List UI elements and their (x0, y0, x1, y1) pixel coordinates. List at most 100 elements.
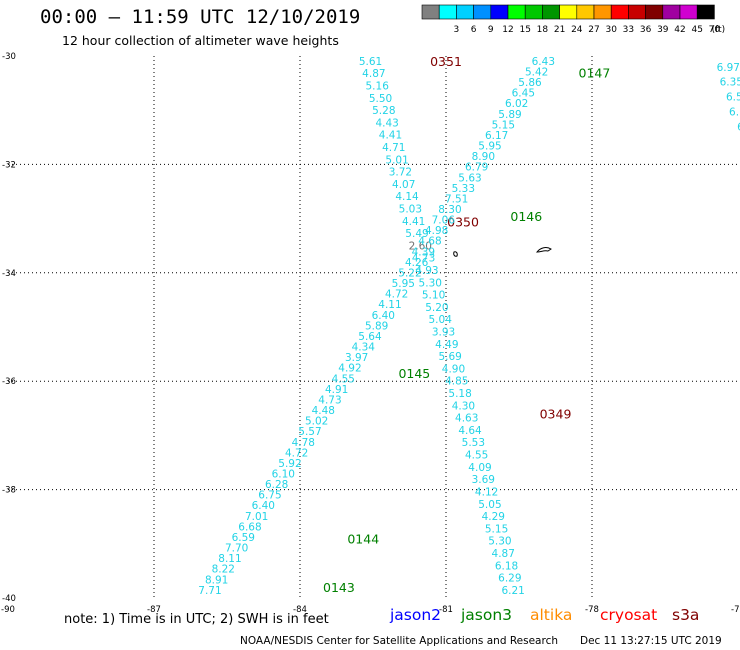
wave-height-value: 6.10 (272, 468, 295, 480)
wave-height-value: 5.63 (458, 172, 481, 184)
wave-height-value: 7.51 (445, 193, 468, 205)
wave-height-value: 4.26 (405, 257, 429, 269)
pass-label: 0146 (510, 209, 542, 224)
wave-height-value: 4.43 (375, 117, 398, 129)
wave-height-value: 6 (737, 121, 740, 133)
wave-height-value: 5.05 (478, 499, 501, 511)
wave-height-value: 4.14 (395, 191, 419, 203)
wave-height-value: 4.90 (442, 363, 465, 375)
island-outline (453, 251, 458, 257)
wave-height-value: 3.97 (345, 352, 368, 364)
wave-height-value: 6.02 (505, 98, 528, 110)
colorbar-tick-label: 12 (502, 25, 513, 35)
lon-tick-label: -84 (293, 605, 307, 615)
pass-label: 0143 (323, 580, 355, 595)
wave-height-value: 4.29 (482, 511, 505, 523)
wave-height-value: 4.85 (445, 376, 468, 388)
colorbar-tick-label: 18 (537, 25, 549, 35)
wave-height-value: 3.93 (432, 327, 455, 339)
lon-tick-label: -75 (731, 605, 740, 615)
wave-height-value: 5.20 (425, 302, 448, 314)
wave-height-value: 5.15 (485, 523, 508, 535)
wave-height-value: 4.72 (285, 447, 308, 459)
wave-height-value: 4.71 (382, 142, 405, 154)
wave-height-value: 6.28 (265, 479, 288, 491)
pass-label: 0147 (579, 65, 611, 80)
wave-height-value: 5.30 (488, 536, 511, 548)
wave-height-value: 4.73 (412, 253, 435, 265)
lon-tick-label: -78 (585, 605, 599, 615)
wave-height-value: 6.68 (238, 521, 261, 533)
wave-height-value: 5.15 (492, 119, 515, 131)
pass-label: 0349 (540, 407, 572, 422)
colorbar-tick-label: 39 (657, 25, 669, 35)
wave-height-value: 4.93 (415, 265, 438, 277)
colorbar-tick-label: 27 (588, 25, 599, 35)
wave-height-value: 7.01 (245, 511, 268, 523)
colorbar-tick-label: 33 (623, 25, 634, 35)
wave-height-value: 6.43 (532, 56, 555, 68)
wave-height-value: 6.18 (495, 560, 518, 572)
wave-height-value: 4.41 (379, 130, 402, 142)
wave-height-value: 4.41 (402, 216, 425, 228)
legend-item-cryosat: cryosat (600, 606, 658, 624)
wave-height-value: 5.03 (399, 204, 422, 216)
wave-height-value: 5.33 (452, 183, 475, 195)
wave-height-value: 6.59 (232, 532, 255, 544)
wave-height-value: 2.60 (409, 240, 432, 252)
colorbar-swatch (696, 4, 715, 20)
wave-height-map: -90 -87 -84 -81 -78 -75 -30 -32 -34 -36 -38 -40 5.61… (1, 52, 740, 615)
note-text: note: 1) Time is in UTC; 2) SWH is in fe… (64, 612, 329, 627)
colorbar-tick-label: 24 (571, 25, 583, 35)
wave-height-value: 5.89 (365, 320, 388, 332)
colorbar-tick-label: 9 (488, 25, 494, 35)
wave-height-value: 4.73 (318, 394, 341, 406)
footer-timestamp: Dec 11 13:27:15 UTC 2019 (580, 635, 722, 647)
wave-height-value: 4.30 (452, 400, 475, 412)
wave-height-value: 5.53 (462, 437, 485, 449)
lat-tick-label: -32 (2, 160, 16, 170)
wave-height-value: 6.5 (726, 92, 740, 104)
wave-height-value: 4.07 (392, 179, 415, 191)
pass-label: 0350 (447, 214, 479, 229)
pass-label: 0144 (347, 531, 379, 546)
wave-height-value: 3.69 (472, 474, 495, 486)
colorbar: 3 6 9 12 15 18 21 24 27 30 33 36 39 42 45 70(ft) (421, 4, 726, 35)
legend-item-jason2: jason2 (390, 606, 442, 624)
colorbar-tick-label: 30 (605, 25, 617, 35)
wave-height-value: 4.87 (362, 68, 385, 80)
wave-height-value: 6.29 (498, 573, 521, 585)
pass-label: 0351 (430, 54, 462, 69)
lat-tick-label: -38 (2, 486, 16, 496)
legend-item-jason3: jason3 (461, 606, 513, 624)
wave-height-value: 4.64 (458, 425, 482, 437)
wave-height-value: 4.12 (475, 486, 498, 498)
colorbar-tick-label: 42 (674, 25, 685, 35)
wave-height-value: 5.18 (448, 388, 471, 400)
wave-height-value: 5.04 (429, 314, 453, 326)
colorbar-tick-label: 70 (709, 25, 721, 35)
wave-height-value: 5.22 (398, 267, 421, 279)
lon-tick-label: -81 (439, 605, 453, 615)
wave-height-value: 6.40 (252, 500, 275, 512)
wave-height-value: 5.30 (419, 277, 442, 289)
wave-height-value: 4.49 (435, 339, 458, 351)
wave-height-value: 4.91 (325, 384, 348, 396)
wave-height-value: 5.61 (359, 56, 382, 68)
lat-tick-label: -30 (2, 52, 16, 62)
wave-height-value: 5.10 (422, 290, 445, 302)
wave-height-value: 6.1 (729, 107, 740, 119)
wave-height-value: 4.48 (312, 405, 335, 417)
wave-height-value: 6.45 (512, 88, 535, 100)
wave-height-value: 4.55 (465, 450, 488, 462)
colorbar-unit-label: (ft) (712, 25, 726, 35)
colorbar-tick-label: 21 (554, 25, 565, 35)
legend-item-altika: altika (530, 606, 573, 624)
wave-height-value: 4.11 (378, 299, 401, 311)
wave-height-value: 5.42 (525, 66, 548, 78)
wave-height-value: 4.68 (418, 236, 441, 248)
colorbar-tick-label: 15 (519, 25, 530, 35)
wave-height-value: 8.30 (438, 204, 461, 216)
wave-height-value: 3.72 (389, 167, 412, 179)
wave-height-value: 8.91 (205, 574, 228, 586)
